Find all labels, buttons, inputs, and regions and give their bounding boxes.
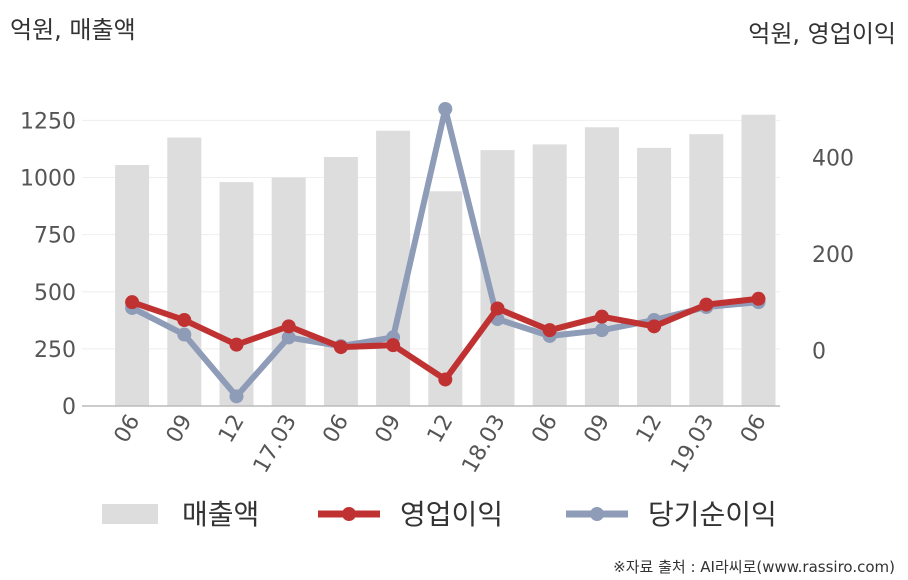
net-point-2 bbox=[229, 389, 244, 404]
source-note: ※자료 출처 : AI라씨로(www.rassiro.com) bbox=[613, 558, 895, 576]
x-tick-7: 18.03 bbox=[458, 411, 511, 478]
net-point-9 bbox=[594, 323, 609, 338]
y-left-tick-3: 750 bbox=[34, 224, 76, 249]
legend-swatch-revenue bbox=[102, 504, 158, 524]
x-tick-9: 09 bbox=[579, 411, 615, 448]
net-point-6 bbox=[438, 102, 453, 116]
bar-9 bbox=[584, 127, 619, 407]
bar-8 bbox=[532, 144, 567, 406]
y-left-tick-5: 1250 bbox=[20, 109, 76, 134]
operating-point-5 bbox=[386, 338, 401, 353]
net-point-1 bbox=[177, 327, 192, 342]
operating-point-11 bbox=[699, 297, 714, 312]
legend-marker-net bbox=[590, 507, 604, 521]
bar-4 bbox=[323, 156, 358, 406]
operating-point-9 bbox=[594, 309, 609, 324]
y-right-tick-2: 400 bbox=[812, 146, 854, 171]
y-left-tick-2: 500 bbox=[34, 281, 76, 306]
bar-2 bbox=[219, 182, 254, 406]
left-axis-unit: 억원, 매출액 bbox=[10, 16, 136, 44]
y-left-tick-0: 0 bbox=[62, 395, 76, 420]
y-right-tick-0: 0 bbox=[812, 339, 826, 364]
legend-label-operating: 영업이익 bbox=[400, 498, 503, 531]
x-tick-5: 09 bbox=[371, 411, 407, 448]
legend-label-net: 당기순이익 bbox=[648, 498, 777, 531]
right-axis-unit: 억원, 영업이익 bbox=[748, 20, 896, 48]
bar-12 bbox=[741, 114, 776, 406]
bar-1 bbox=[167, 137, 202, 407]
x-tick-3: 17.03 bbox=[249, 411, 302, 478]
x-tick-1: 09 bbox=[162, 411, 198, 448]
operating-point-10 bbox=[647, 319, 662, 334]
x-tick-8: 06 bbox=[527, 411, 563, 448]
operating-point-2 bbox=[229, 337, 244, 352]
operating-point-0 bbox=[125, 295, 140, 310]
x-tick-2: 12 bbox=[214, 411, 250, 448]
operating-point-3 bbox=[281, 319, 296, 334]
net-point-3 bbox=[281, 330, 296, 345]
profit-lines bbox=[125, 102, 766, 404]
operating-point-6 bbox=[438, 372, 453, 387]
operating-point-4 bbox=[333, 340, 348, 355]
operating-point-12 bbox=[751, 291, 766, 306]
operating-point-1 bbox=[177, 313, 192, 328]
x-tick-4: 06 bbox=[318, 411, 354, 448]
bar-10 bbox=[637, 147, 672, 407]
bar-11 bbox=[689, 134, 724, 406]
bar-0 bbox=[115, 164, 150, 406]
y-left-tick-1: 250 bbox=[34, 338, 76, 363]
x-axis-ticks: 06 09 12 17.03 06 09 12 18.03 06 09 12 19.03 06 bbox=[110, 411, 772, 478]
bar-5 bbox=[376, 130, 411, 406]
x-tick-0: 06 bbox=[110, 411, 146, 448]
legend-label-revenue: 매출액 bbox=[182, 498, 259, 531]
y-left-tick-4: 1000 bbox=[20, 167, 76, 192]
left-axis-ticks: 0 250 500 750 1000 1250 bbox=[20, 109, 76, 420]
x-tick-10: 12 bbox=[632, 411, 668, 448]
operating-point-8 bbox=[542, 323, 557, 338]
y-right-tick-1: 200 bbox=[812, 243, 854, 268]
revenue-bars bbox=[115, 114, 776, 407]
x-tick-6: 12 bbox=[423, 411, 459, 448]
right-axis-ticks: 0 200 400 bbox=[812, 146, 854, 364]
x-tick-12: 06 bbox=[736, 411, 772, 448]
bar-3 bbox=[271, 177, 306, 406]
operating-point-7 bbox=[490, 301, 505, 316]
x-tick-11: 19.03 bbox=[666, 411, 719, 478]
legend-marker-operating bbox=[342, 507, 356, 521]
legend: 매출액 영업이익 당기순이익 bbox=[102, 498, 777, 531]
